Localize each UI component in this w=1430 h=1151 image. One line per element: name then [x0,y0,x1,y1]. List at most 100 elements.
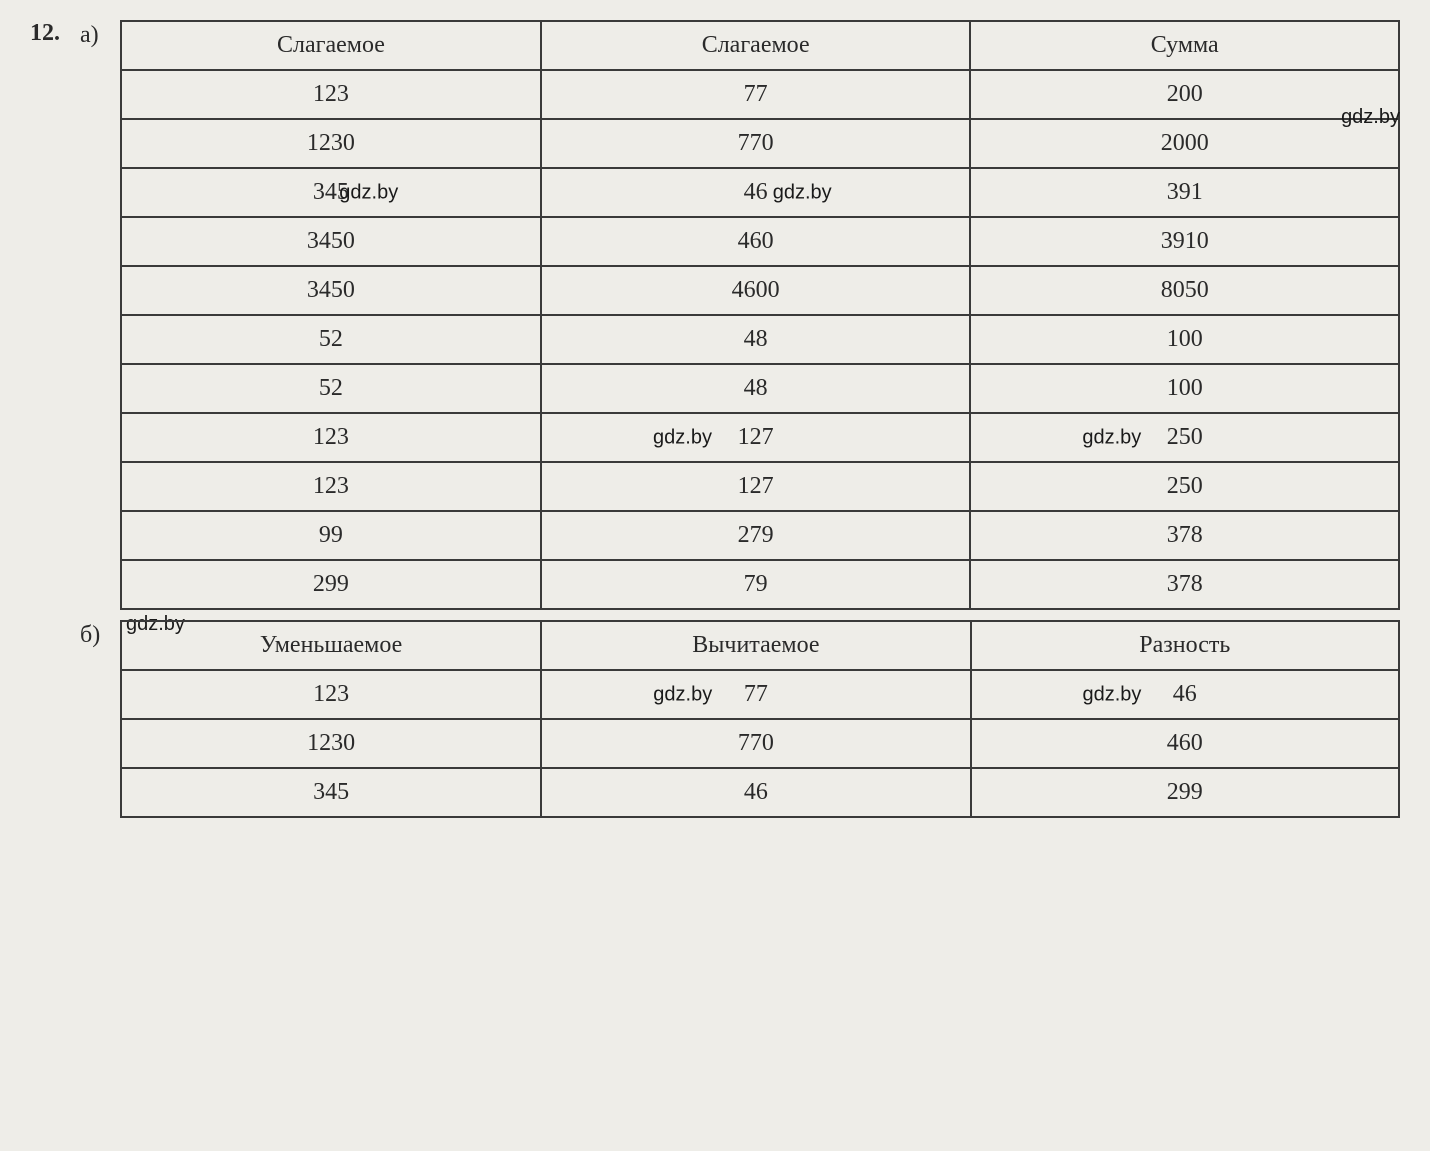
column-header: Сумма [970,21,1399,70]
cell-value: 77 [744,81,768,107]
table-row: 123 127 gdz.by 250 gdz.by [121,413,1399,462]
table-cell: 2000gdz.by [970,119,1399,168]
table-row: 123 127 250 [121,462,1399,511]
cell-value: 345 [313,179,349,205]
table-row: 345gdz.by 46gdz.by 391 [121,168,1399,217]
column-header: Уменьшаемое [121,621,541,670]
table-cell: 770 [541,119,971,168]
cell-value: 46 [744,779,768,805]
cell-value: 123 [313,473,349,499]
table-row: 299 79 378 [121,560,1399,609]
table-cell: 123 [121,70,541,119]
watermark: gdz.by [1082,426,1141,449]
cell-value: 77 [744,681,768,707]
cell-value: 391 [1167,179,1203,205]
cell-value: 770 [738,130,774,156]
table-cell: 100 [970,315,1399,364]
cell-value: 4600 [732,277,780,303]
cell-value: 123 [313,681,349,707]
watermark: gdz.by [653,683,712,706]
cell-value: 460 [738,228,774,254]
table-b-wrap: УменьшаемоеВычитаемоеРазность12377gdz.by… [120,620,1400,818]
exercise-row-a: 12. a) СлагаемоеСлагаемоеСумма1237720012… [30,20,1400,610]
table-cell: 100 [970,364,1399,413]
table-cell: 123 [121,413,541,462]
cell-value: 200 [1167,81,1203,107]
cell-value: 79 [744,571,768,597]
watermark: gdz.by [773,181,832,204]
cell-value: 3450 [307,277,355,303]
table-cell: 79 [541,560,971,609]
cell-value: 8050 [1161,277,1209,303]
cell-value: 1230 [307,730,355,756]
cell-value: 299 [313,571,349,597]
cell-value: 3910 [1161,228,1209,254]
cell-value: 127 [738,473,774,499]
cell-value: 770 [738,730,774,756]
table-cell: 250 [970,462,1399,511]
table-cell: 52 [121,315,541,364]
table-cell: 460 [971,719,1399,768]
cell-value: 100 [1167,326,1203,352]
table-row: 99 279 378 [121,511,1399,560]
table-row: 1230 770 460 [121,719,1399,768]
cell-value: 52 [319,375,343,401]
cell-value: 345 [313,779,349,805]
table-row: 123 77 gdz.by 46 gdz.by [121,670,1399,719]
table-row: 345 46 299 [121,768,1399,817]
table-cell: 77 [541,70,971,119]
table-cell: 299 [971,768,1399,817]
table-cell: 345 [121,768,541,817]
cell-value: 299 [1167,779,1203,805]
table-row: 3450 460 3910 [121,217,1399,266]
watermark: gdz.by [1082,683,1141,706]
table-cell: 3910 [970,217,1399,266]
table-a: СлагаемоеСлагаемоеСумма12377200123077020… [120,20,1400,610]
table-b: УменьшаемоеВычитаемоеРазность12377gdz.by… [120,620,1400,818]
table-row: 52 48 100 [121,315,1399,364]
table-cell: 8050 [970,266,1399,315]
table-row: 1230 770 2000gdz.by [121,119,1399,168]
column-header: Слагаемое [121,21,541,70]
table-cell: 77 gdz.by [541,670,970,719]
table-cell: 99 [121,511,541,560]
cell-value: 250 [1167,424,1203,450]
watermark: gdz.by [653,426,712,449]
table-cell: 123 [121,462,541,511]
cell-value: 48 [744,326,768,352]
table-cell: 299 [121,560,541,609]
cell-value: 46 [744,179,768,205]
cell-value: 279 [738,522,774,548]
cell-value: 378 [1167,571,1203,597]
cell-value: 3450 [307,228,355,254]
exercise-row-b: б) УменьшаемоеВычитаемоеРазность12377gdz… [80,620,1400,818]
cell-value: 2000 [1161,130,1209,156]
table-cell: 3450 [121,217,541,266]
table-cell: 279 [541,511,971,560]
table-cell: 127 [541,462,971,511]
table-cell: 460 [541,217,971,266]
table-cell: 770 [541,719,970,768]
table-cell: 200 [970,70,1399,119]
cell-value: 123 [313,424,349,450]
cell-value: 460 [1167,730,1203,756]
table-cell: 345gdz.by [121,168,541,217]
cell-value: 127 [738,424,774,450]
table-cell: 4600 [541,266,971,315]
table-cell: 1230 [121,119,541,168]
table-cell: 48 [541,364,971,413]
cell-value: 378 [1167,522,1203,548]
table-row: 52 48100 [121,364,1399,413]
table-cell: 127 gdz.by [541,413,971,462]
exercise-number: 12. [30,20,70,47]
part-a-label: a) [80,20,108,49]
column-header: Слагаемое [541,21,971,70]
table-cell: 48 [541,315,971,364]
table-cell: 1230 [121,719,541,768]
cell-value: 46 [1173,681,1197,707]
part-b-label: б) [80,620,108,649]
cell-value: 99 [319,522,343,548]
table-cell: 123 [121,670,541,719]
table-cell: 378 [970,511,1399,560]
table-row: 3450 4600 8050 [121,266,1399,315]
